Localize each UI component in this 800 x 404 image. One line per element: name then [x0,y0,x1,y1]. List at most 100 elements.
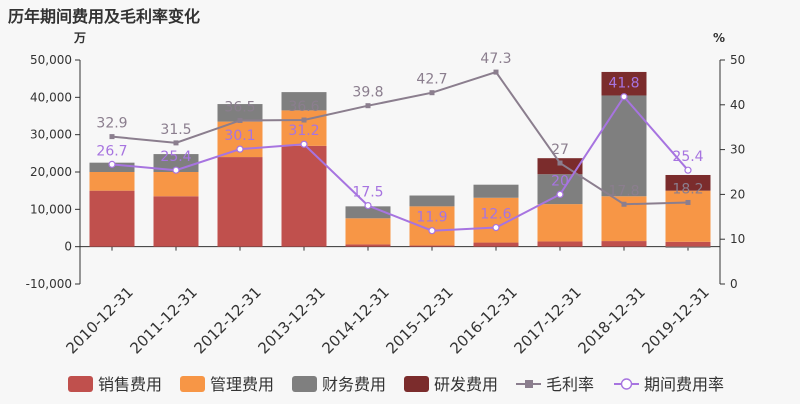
data-label-毛利率: 31.5 [160,122,191,138]
bar-财务费用 [601,95,647,197]
left-axis-tick-label: 20,000 [30,165,72,179]
legend-swatch-销售费用 [68,376,93,392]
right-axis-tick-label: 0 [730,277,738,291]
bar-管理费用 [665,190,711,242]
data-label-期间费用率: 26.7 [96,143,127,159]
x-axis-tick-label: 2012-12-31 [190,283,264,357]
point-毛利率 [109,134,115,140]
point-毛利率 [301,117,307,123]
point-毛利率 [621,201,627,207]
data-label-期间费用率: 25.4 [160,149,191,165]
data-label-期间费用率: 30.1 [224,128,255,144]
x-axis-tick-label: 2011-12-31 [126,283,200,357]
left-axis-tick-label: 50,000 [30,53,72,67]
data-label-毛利率: 42.7 [416,72,447,88]
point-毛利率 [557,160,563,166]
point-期间费用率 [108,160,116,168]
legend-label-财务费用: 财务费用 [322,375,386,394]
data-label-期间费用率: 25.4 [672,149,703,165]
right-axis-tick-label: 50 [730,53,745,67]
point-毛利率 [429,90,435,96]
point-期间费用率 [300,140,308,148]
bar-管理费用 [409,206,455,246]
data-label-期间费用率: 41.8 [608,76,639,92]
left-axis-tick-label: 0 [64,240,72,254]
bar-研发费用 [601,71,647,96]
bar-销售费用 [89,190,135,247]
bar-销售费用 [601,241,647,247]
bar-销售费用 [537,241,583,247]
bar-销售费用 [153,196,199,247]
line-期间费用率 [111,95,689,232]
point-毛利率 [173,140,179,146]
left-axis-unit-label: 万 [73,31,86,45]
data-label-毛利率: 36.5 [224,99,255,115]
x-axis-tick-label: 2015-12-31 [382,283,456,357]
point-期间费用率 [684,166,692,174]
data-label-毛利率: 47.3 [480,51,511,67]
line-毛利率 [111,70,689,206]
bar-财务费用 [345,206,391,219]
bar-销售费用 [345,244,391,247]
bar-研发费用 [665,174,711,191]
point-期间费用率 [172,166,180,174]
data-label-期间费用率: 11.9 [416,210,447,226]
x-axis-tick-label: 2014-12-31 [318,283,392,357]
bar-财务费用 [665,246,711,248]
bar-财务费用 [217,104,263,122]
data-label-毛利率: 18.2 [672,181,703,197]
left-axis-tick-label: -10,000 [26,277,72,291]
legend-label-销售费用: 销售费用 [98,375,162,394]
bar-管理费用 [89,172,135,191]
x-axis-tick-label: 2010-12-31 [62,283,136,357]
bar-销售费用 [665,241,711,247]
legend-swatch-财务费用 [292,376,317,392]
data-label-期间费用率: 17.5 [352,185,383,201]
legend-marker-期间费用率 [620,378,633,390]
bar-销售费用 [409,245,455,247]
bar-财务费用 [537,174,583,205]
data-label-期间费用率: 31.2 [288,123,319,139]
point-毛利率 [685,199,691,205]
right-axis-tick-label: 10 [730,232,745,246]
right-axis-tick-label: 20 [730,187,745,201]
legend-marker-毛利率 [525,380,533,388]
data-label-毛利率: 27 [551,142,569,158]
point-毛利率 [365,103,371,109]
x-axis-tick-label: 2013-12-31 [254,283,328,357]
legend-label-毛利率: 毛利率 [546,375,594,394]
point-期间费用率 [428,227,436,235]
bar-管理费用 [345,218,391,245]
data-label-毛利率: 17.8 [608,183,639,199]
legend-label-期间费用率: 期间费用率 [644,375,724,394]
bar-财务费用 [281,92,327,111]
point-期间费用率 [620,93,628,101]
bar-销售费用 [281,145,327,247]
left-axis-tick-label: 10,000 [30,202,72,216]
left-axis-tick-label: 30,000 [30,128,72,142]
data-label-毛利率: 39.8 [352,85,383,101]
x-axis-tick-label: 2017-12-31 [510,283,584,357]
x-axis-tick-label: 2018-12-31 [574,283,648,357]
data-label-期间费用率: 20 [551,173,569,189]
bar-销售费用 [217,157,263,247]
point-期间费用率 [492,223,500,232]
data-label-毛利率: 32.9 [96,116,127,132]
bar-管理费用 [537,204,583,242]
legend-label-研发费用: 研发费用 [434,375,498,394]
bar-管理费用 [153,172,199,197]
data-label-期间费用率: 12.6 [480,207,511,223]
bar-销售费用 [473,242,519,247]
legend-swatch-研发费用 [404,376,429,392]
x-axis-tick-label: 2016-12-31 [446,283,520,357]
right-axis-tick-label: 30 [730,143,745,157]
legend-swatch-管理费用 [180,376,205,392]
left-axis-tick-label: 40,000 [30,90,72,104]
point-毛利率 [493,69,499,75]
data-label-毛利率: 36.6 [288,99,319,115]
right-axis-tick-label: 40 [730,98,745,112]
legend-label-管理费用: 管理费用 [210,375,274,394]
point-期间费用率 [364,202,372,210]
